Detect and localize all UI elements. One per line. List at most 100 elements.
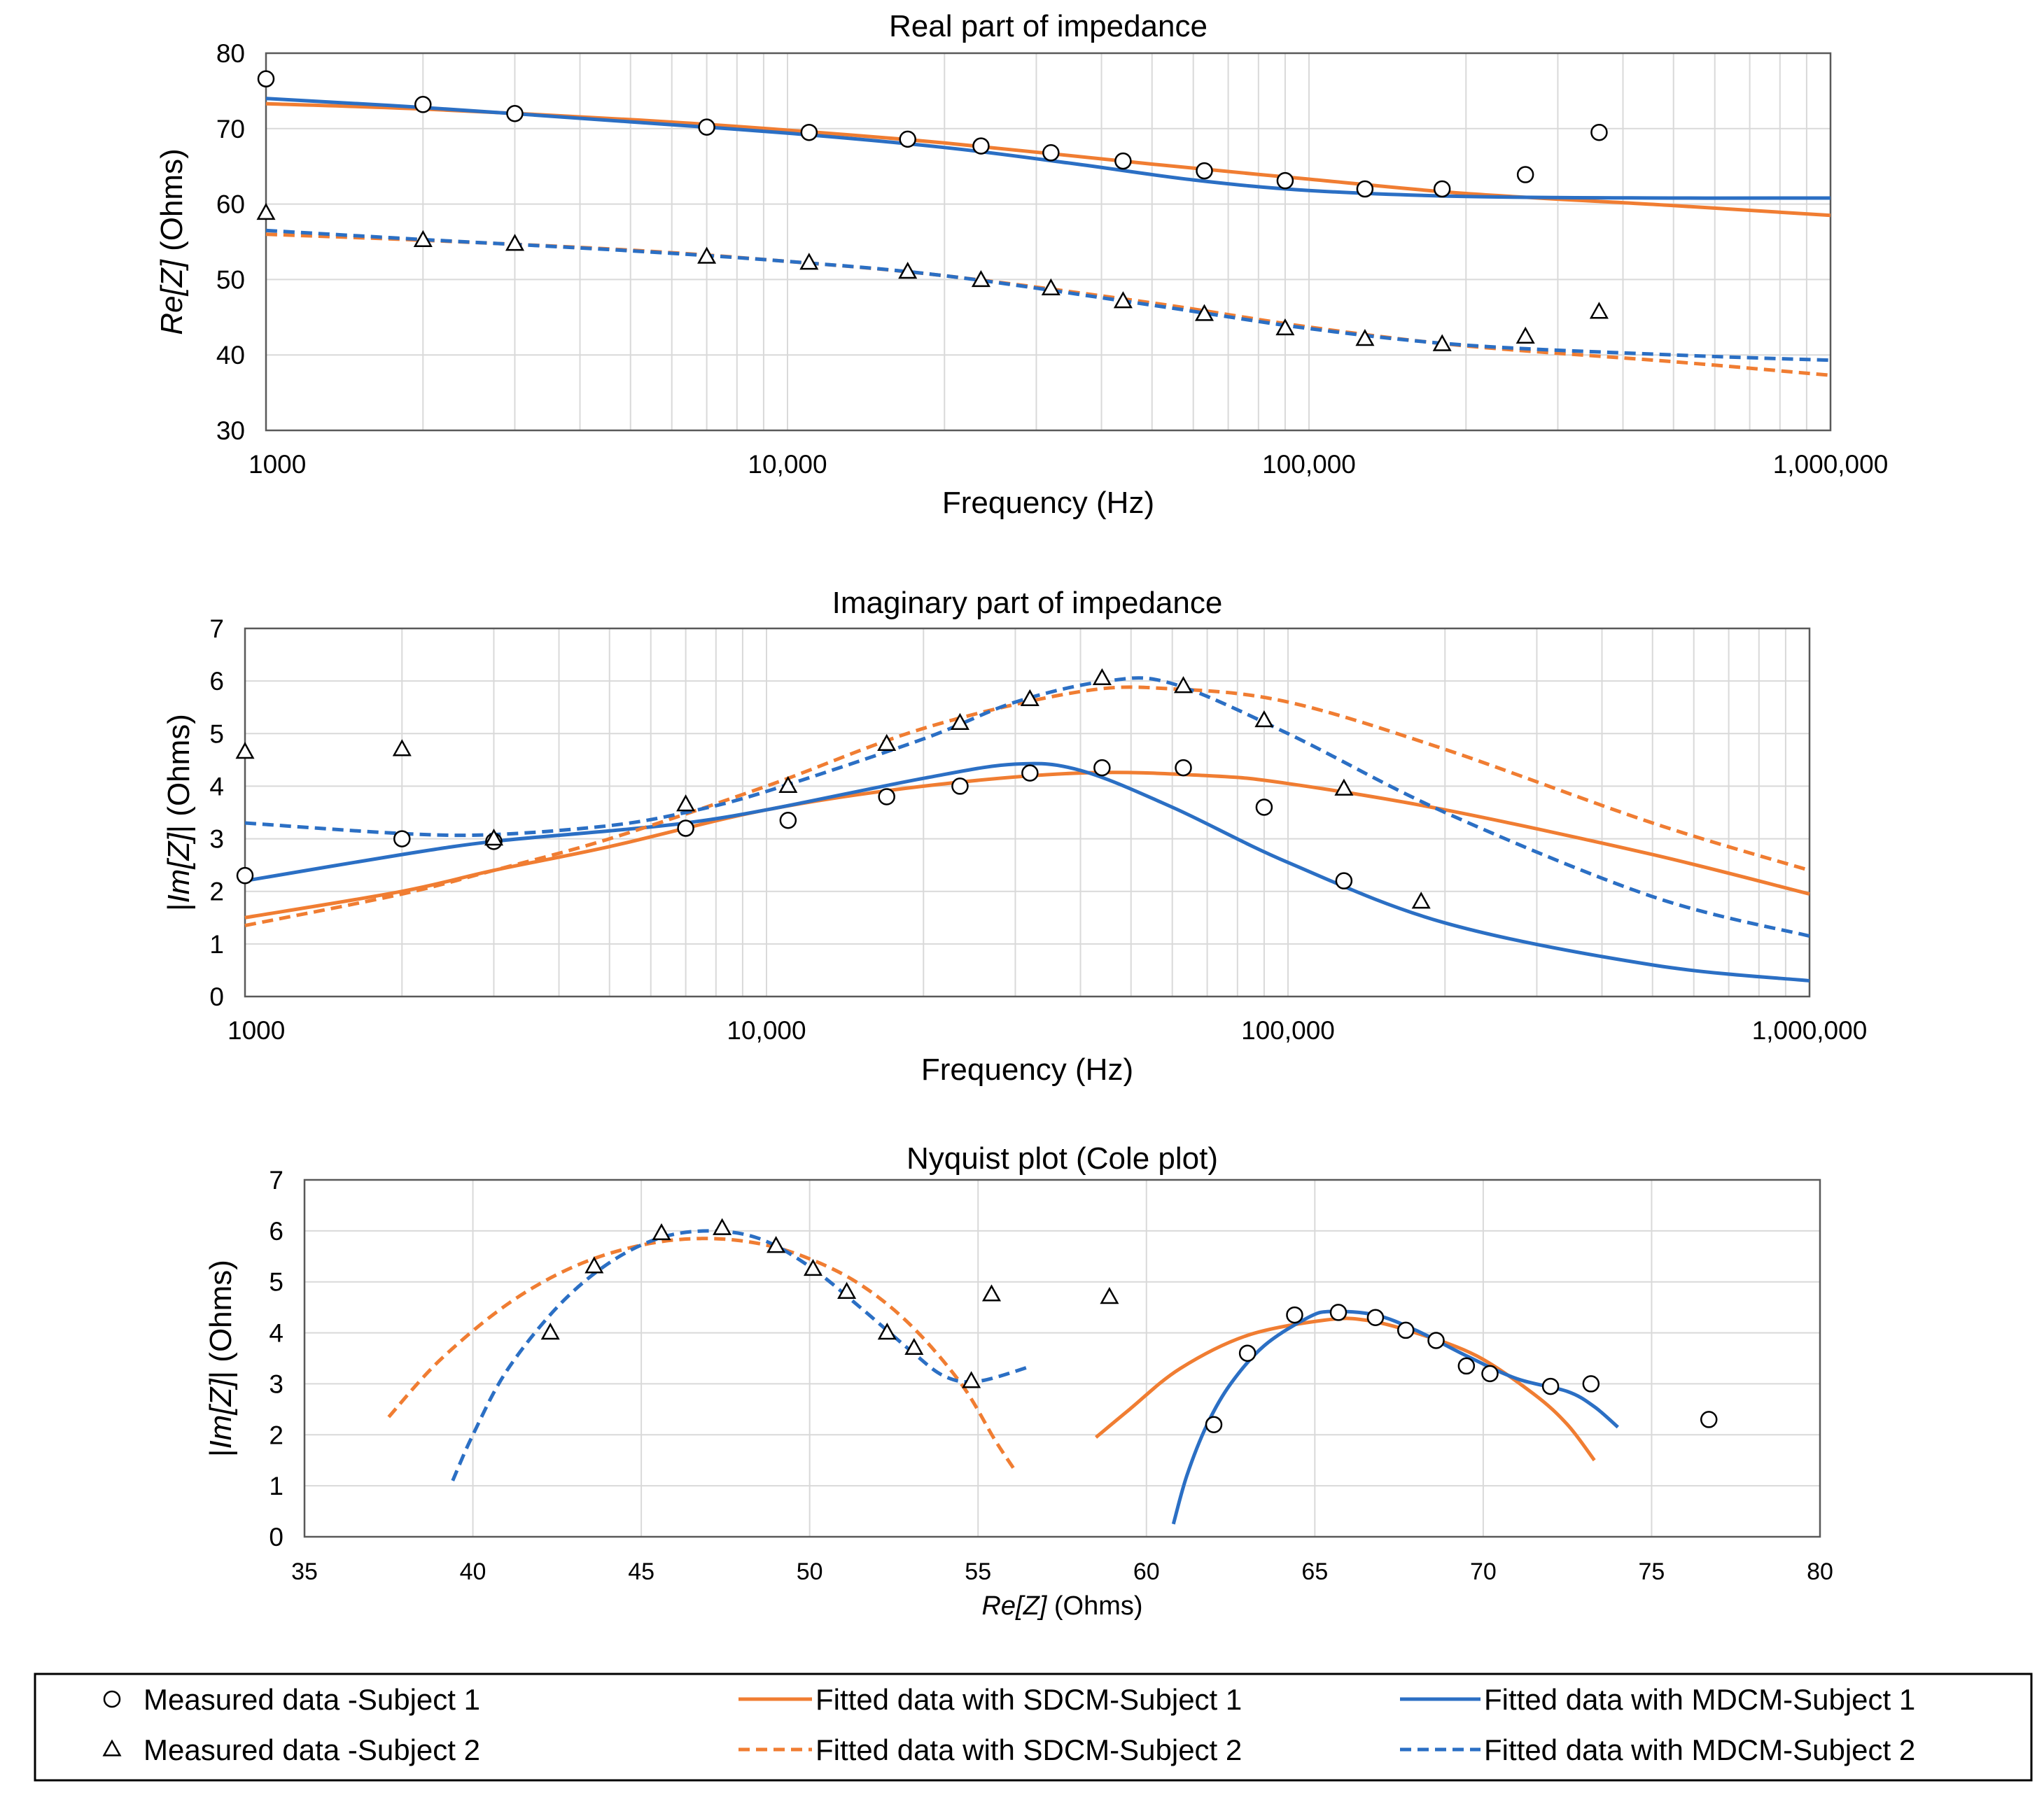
series-line-fitted-data-with-mdcm-subject-1 xyxy=(1171,1309,1619,1525)
y-tick-label: 5 xyxy=(209,719,224,748)
data-point-circle xyxy=(1700,1411,1718,1428)
data-point-circle xyxy=(1205,1416,1223,1433)
data-point-triangle xyxy=(256,202,276,220)
real-impedance-chart: 30 40 50 60 70 80 1000 10,000 100,000 1,000,000 Re… xyxy=(155,9,1888,520)
series-line-fitted-data-with-sdcm-subject-2 xyxy=(244,685,1810,928)
x-tick-label: 80 xyxy=(1807,1558,1833,1585)
data-point-circle xyxy=(1286,1306,1303,1324)
data-point-circle xyxy=(1114,152,1132,170)
data-point-triangle xyxy=(803,1258,823,1276)
legend-label: Fitted data with MDCM-Subject 2 xyxy=(1484,1733,1915,1766)
series-measured-data-subject-1 xyxy=(236,759,1353,889)
x-axis-label: Frequency (Hz) xyxy=(921,1053,1133,1087)
data-point-circle xyxy=(698,118,715,136)
data-point-triangle xyxy=(1432,334,1452,351)
data-point-circle xyxy=(1590,123,1608,141)
x-tick-label: 35 xyxy=(291,1558,318,1585)
data-point-triangle xyxy=(837,1281,857,1299)
legend-item: Fitted data with SDCM-Subject 2 xyxy=(738,1733,1242,1766)
legend-label: Fitted data with MDCM-Subject 1 xyxy=(1484,1683,1915,1716)
series-line-fitted-data-with-sdcm-subject-1 xyxy=(244,770,1810,920)
series-measured-data-subject-1 xyxy=(1205,1304,1718,1433)
data-point-circle xyxy=(800,123,818,141)
data-point-triangle xyxy=(1113,291,1133,309)
y-tick-label: 0 xyxy=(269,1523,284,1551)
legend-item: Fitted data with MDCM-Subject 2 xyxy=(1400,1733,1915,1766)
y-tick-label: 7 xyxy=(269,1166,284,1195)
y-tick-label: 6 xyxy=(269,1217,284,1246)
data-point-triangle xyxy=(584,1256,604,1274)
series-measured-data-subject-1 xyxy=(257,70,1608,198)
data-point-circle xyxy=(1093,759,1111,777)
data-point-triangle xyxy=(392,739,412,756)
x-tick-label: 70 xyxy=(1470,1558,1497,1585)
data-point-triangle xyxy=(1173,676,1194,694)
data-point-triangle xyxy=(1589,302,1609,319)
data-point-circle xyxy=(414,96,432,113)
data-point-triangle xyxy=(676,794,696,812)
legend-label: Measured data -Subject 1 xyxy=(144,1683,480,1716)
y-tick-label: 80 xyxy=(216,39,245,68)
data-point-circle xyxy=(1433,180,1451,198)
data-point-circle xyxy=(1396,1321,1415,1339)
imaginary-impedance-chart: 0 1 2 3 4 5 6 7 1000 10,000 100,000 1,000,000 Imagin… xyxy=(162,586,1867,1087)
y-tick-label: 50 xyxy=(216,265,245,294)
data-point-circle xyxy=(1276,171,1294,190)
x-tick-label: 1,000,000 xyxy=(1752,1016,1868,1045)
data-point-triangle xyxy=(778,775,798,794)
x-axis-label: Frequency (Hz) xyxy=(942,486,1154,520)
y-tick-label: 3 xyxy=(269,1370,284,1398)
data-point-triangle xyxy=(1516,326,1535,344)
data-point-circle xyxy=(506,104,524,122)
data-point-circle xyxy=(1042,144,1060,162)
data-point-triangle xyxy=(766,1236,786,1253)
plot-area xyxy=(265,52,1832,432)
x-tick-label: 75 xyxy=(1639,1558,1665,1585)
plot-area xyxy=(244,627,1811,998)
y-tick-label: 7 xyxy=(209,614,224,643)
data-point-triangle xyxy=(697,246,717,264)
plot-area xyxy=(303,1178,1821,1538)
y-tick-label: 1 xyxy=(209,930,224,959)
data-point-circle xyxy=(1516,166,1534,183)
data-point-triangle xyxy=(713,1218,732,1235)
x-tick-label: 55 xyxy=(965,1558,991,1585)
data-point-circle xyxy=(1196,162,1213,180)
x-tick-label: 45 xyxy=(628,1558,654,1585)
data-point-triangle xyxy=(898,262,918,279)
series-measured-data-subject-2 xyxy=(235,668,1431,909)
data-point-circle xyxy=(779,812,797,829)
data-point-triangle xyxy=(1411,892,1431,909)
data-point-triangle xyxy=(1020,689,1040,707)
data-point-triangle xyxy=(877,1323,897,1340)
chart-title: Real part of impedance xyxy=(889,9,1208,43)
data-point-circle xyxy=(677,819,694,837)
y-axis-label: |Im[Z]| (Ohms) xyxy=(204,1260,238,1457)
y-tick-label: 4 xyxy=(269,1319,284,1348)
data-point-circle xyxy=(899,130,916,148)
data-point-triangle xyxy=(1100,1287,1119,1304)
series-line-fitted-data-with-mdcm-subject-2 xyxy=(265,228,1831,362)
data-point-triangle xyxy=(1092,668,1112,686)
series-line-fitted-data-with-sdcm-subject-2 xyxy=(387,1237,1017,1472)
y-tick-label: 6 xyxy=(209,667,224,696)
series-measured-data-subject-2 xyxy=(540,1218,1119,1388)
data-point-triangle xyxy=(904,1337,924,1356)
y-tick-label: 0 xyxy=(209,983,224,1011)
data-point-triangle xyxy=(1254,710,1274,728)
grid xyxy=(245,628,1809,997)
chart-title: Imaginary part of impedance xyxy=(832,586,1223,620)
chart-title: Nyquist plot (Cole plot) xyxy=(906,1141,1218,1176)
data-point-circle xyxy=(972,137,990,155)
data-point-triangle xyxy=(950,712,969,730)
data-point-circle xyxy=(1356,180,1374,198)
legend-swatch-triangle xyxy=(102,1739,122,1757)
series-line-fitted-data-with-mdcm-subject-2 xyxy=(451,1229,1032,1481)
data-point-triangle xyxy=(652,1223,671,1241)
series-line-fitted-data-with-sdcm-subject-1 xyxy=(1095,1316,1596,1462)
series-line-fitted-data-with-sdcm-subject-2 xyxy=(265,232,1831,377)
legend-item: Measured data -Subject 2 xyxy=(102,1733,480,1766)
grid xyxy=(304,1180,1820,1537)
